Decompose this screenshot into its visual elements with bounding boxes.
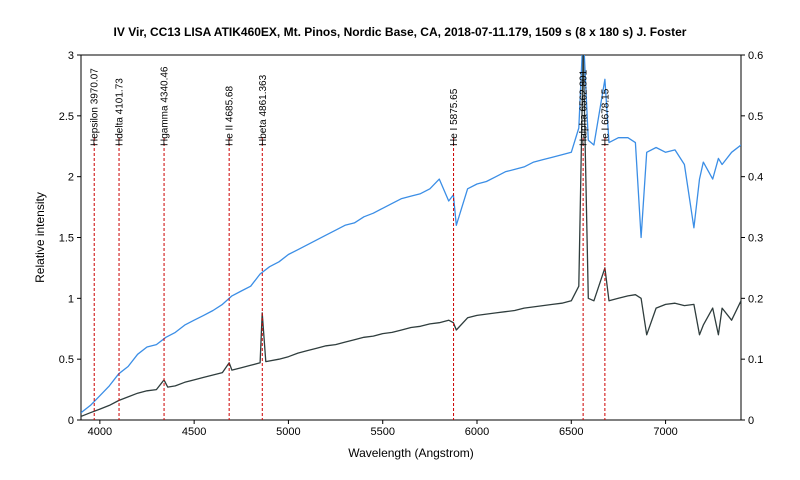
- y-axis-label: Relative intensity: [33, 192, 47, 283]
- y2-tick-label: 0.1: [748, 354, 763, 366]
- y2-tick-label: 0.6: [748, 50, 763, 62]
- series-line-dark: [81, 55, 741, 418]
- x-tick-label: 4000: [88, 426, 112, 438]
- y2-tick-label: 0.5: [748, 111, 763, 123]
- x-axis-label: Wavelength (Angstrom): [348, 446, 474, 460]
- y2-axis-ticks: 0 0.1 0.2 0.3 0.4 0.5 0.6: [741, 50, 763, 427]
- y2-tick-label: 0.4: [748, 172, 763, 184]
- x-tick-label: 7000: [653, 426, 677, 438]
- x-tick-label: 5500: [370, 426, 394, 438]
- y-tick-label: 3: [68, 50, 74, 62]
- y2-tick-label: 0.2: [748, 293, 763, 305]
- line-marker-label: He II 4685.68: [225, 86, 236, 146]
- plot-area-frame: [80, 54, 742, 421]
- y2-tick-label: 0.3: [748, 233, 763, 245]
- line-marker-label: He I 5875.65: [449, 88, 460, 146]
- y-axis-ticks: 0 0.5 1 1.5 2 2.5 3: [59, 50, 81, 427]
- line-markers-group: Hepsilon 3970.07 Hdelta 4101.73 Hgamma 434…: [90, 66, 611, 420]
- series-group: [81, 55, 741, 418]
- x-axis-ticks: 4000 4500 5000 5500 6000 6500 7000: [88, 420, 678, 438]
- x-tick-label: 4500: [182, 426, 206, 438]
- y-tick-label: 2: [68, 172, 74, 184]
- x-tick-label: 6000: [465, 426, 489, 438]
- line-marker-label: Halpha 6562.801: [579, 69, 590, 146]
- y-tick-label: 0: [68, 415, 74, 427]
- y2-tick-label: 0: [748, 415, 754, 427]
- x-tick-label: 5000: [276, 426, 300, 438]
- chart-title: IV Vir, CC13 LISA ATIK460EX, Mt. Pinos, …: [114, 25, 687, 39]
- x-tick-label: 6500: [559, 426, 583, 438]
- line-marker-label: Hgamma 4340.46: [160, 66, 171, 146]
- line-marker-label: Hbeta 4861.363: [258, 74, 269, 146]
- line-marker-label: Hepsilon 3970.07: [90, 68, 101, 146]
- series-line-blue: [81, 55, 741, 414]
- line-marker-label: He I 6678.15: [600, 88, 611, 146]
- line-marker-label: Hdelta 4101.73: [115, 78, 126, 146]
- y-tick-label: 2.5: [59, 111, 74, 123]
- y-tick-label: 1.5: [59, 233, 74, 245]
- y-tick-label: 1: [68, 293, 74, 305]
- y-tick-label: 0.5: [59, 354, 74, 366]
